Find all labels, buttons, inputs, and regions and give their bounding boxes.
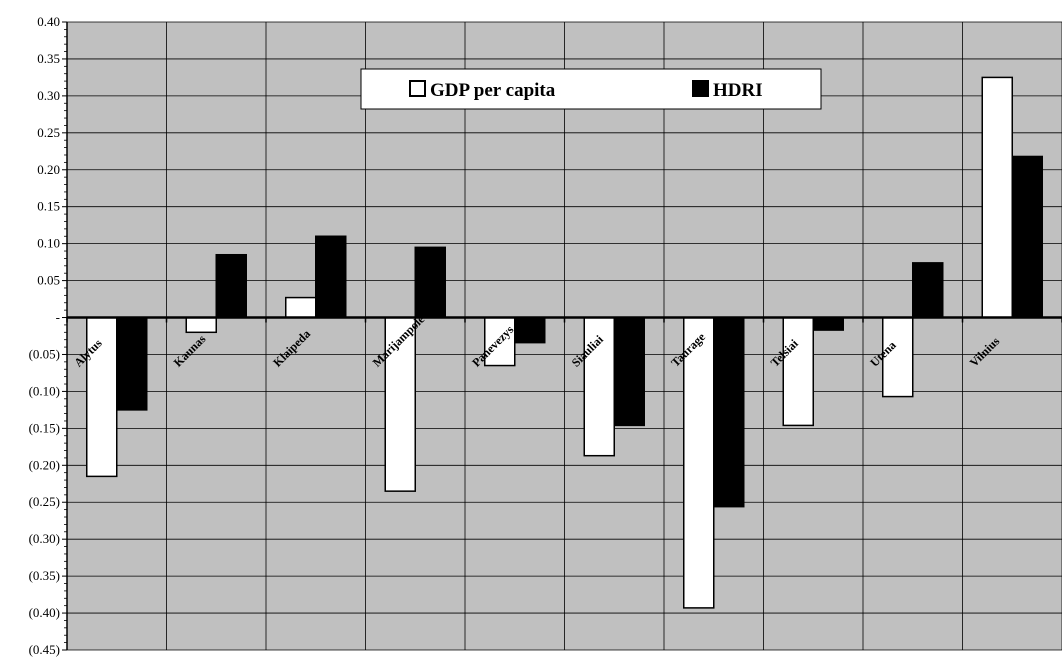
y-tick-label: 0.40	[37, 14, 60, 29]
bars	[86, 76, 1043, 609]
bar-hdri-panevezys	[514, 316, 546, 344]
y-tick-label: (0.20)	[29, 457, 60, 472]
legend-swatch	[692, 80, 709, 97]
legend-label: HDRI	[713, 80, 763, 101]
bar-hdri-taurage	[713, 316, 745, 508]
y-tick-label: 0.10	[37, 236, 60, 251]
y-tick-label: 0.25	[37, 125, 60, 140]
bar-hdri-telsiai	[812, 316, 844, 331]
bar-hdri-klaipeda	[315, 235, 347, 319]
y-tick-label: (0.05)	[29, 346, 60, 361]
y-tick-label: (0.40)	[29, 605, 60, 620]
y-tick-label: (0.10)	[29, 383, 60, 398]
y-tick-label: 0.15	[37, 199, 60, 214]
bar-hdri-siauliai	[613, 316, 645, 427]
bar-gdp-per-capita-taurage	[683, 316, 715, 609]
y-tick-label: (0.15)	[29, 420, 60, 435]
bar-gdp-per-capita-telsiai	[782, 316, 814, 427]
bar-hdri-kaunas	[215, 253, 247, 319]
legend: GDP per capita HDRI	[360, 68, 822, 110]
y-tick-label: 0.20	[37, 162, 60, 177]
bar-gdp-per-capita-kaunas	[185, 316, 217, 334]
y-tick-label: -	[56, 310, 60, 325]
y-tick-label: 0.30	[37, 88, 60, 103]
bar-gdp-per-capita-klaipeda	[285, 296, 317, 319]
bar-hdri-vilnius	[1011, 155, 1043, 319]
y-tick-label: 0.35	[37, 51, 60, 66]
bar-gdp-per-capita-siauliai	[583, 316, 615, 457]
bar-hdri-marijampole	[414, 246, 446, 319]
bar-gdp-per-capita-vilnius	[981, 76, 1013, 319]
legend-box	[360, 68, 822, 110]
y-tick-label: (0.25)	[29, 494, 60, 509]
bar-hdri-alytus	[116, 316, 148, 411]
y-axis-ticks: 0.40 0.35 0.30 0.25 0.20 0.15 0.10 0.05 - (0.05) (…	[29, 14, 67, 657]
legend-swatch	[409, 80, 426, 97]
y-tick-label: (0.35)	[29, 568, 60, 583]
y-tick-label: (0.30)	[29, 531, 60, 546]
y-tick-label: (0.45)	[29, 642, 60, 657]
legend-label: GDP per capita	[430, 80, 556, 101]
y-tick-label: 0.05	[37, 273, 60, 288]
axes	[66, 22, 1062, 650]
bar-hdri-utena	[912, 262, 944, 319]
